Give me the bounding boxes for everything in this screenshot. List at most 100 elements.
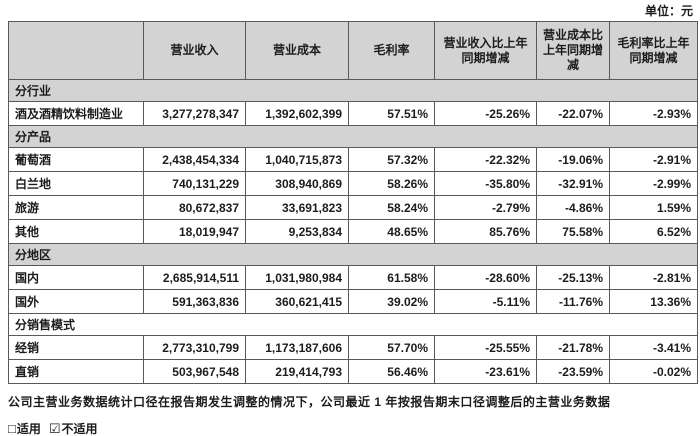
data-cell: 56.46%	[348, 359, 435, 384]
data-cell: 1.59%	[609, 195, 698, 220]
data-cell: 13.36%	[609, 289, 698, 314]
data-cell: -2.93%	[609, 101, 698, 126]
column-header: 营业成本	[245, 21, 349, 80]
unit-label: 单位：元	[644, 4, 693, 18]
not-applicable-label: 不适用	[61, 422, 98, 436]
data-cell: 57.51%	[348, 101, 435, 126]
table-row: 酒及酒精饮料制造业 3,277,278,347 1,392,602,399 57.51…	[8, 101, 698, 126]
not-applicable-option: ☑ 不适用	[49, 420, 98, 436]
data-cell: -19.06%	[536, 147, 610, 172]
column-header: 营业收入	[143, 21, 246, 80]
section-row: 分地区	[8, 243, 698, 266]
section-row: 分行业	[8, 79, 698, 102]
data-cell: 503,967,548	[143, 359, 246, 384]
section-row: 分销售模式	[8, 313, 698, 336]
section-row: 分产品	[8, 125, 698, 148]
data-cell: 9,253,834	[245, 219, 349, 244]
data-cell: 2,773,310,799	[143, 335, 246, 360]
main-business-table: 营业收入 营业成本 毛利率 营业收入比上年同期增减 营业成本比上年同期增减 毛利率比上年同…	[8, 21, 698, 384]
data-cell: -2.91%	[609, 147, 698, 172]
data-cell: 2,438,454,334	[143, 147, 246, 172]
column-header: 营业成本比上年同期增减	[536, 21, 610, 80]
data-cell: 360,621,415	[245, 289, 349, 314]
data-cell: 57.32%	[348, 147, 435, 172]
data-cell: 58.26%	[348, 171, 435, 196]
row-label: 其他	[8, 219, 144, 244]
data-cell: -5.11%	[434, 289, 537, 314]
row-label: 国内	[8, 265, 144, 290]
table-row: 经销 2,773,310,799 1,173,187,606 57.70% -25.55…	[8, 335, 698, 360]
data-cell: 18,019,947	[143, 219, 246, 244]
data-cell: -28.60%	[434, 265, 537, 290]
table-row: 旅游 80,672,837 33,691,823 58.24% -2.79% -4.86%…	[8, 195, 698, 220]
table-row: 直销 503,967,548 219,414,793 56.46% -23.61% -23…	[8, 359, 698, 384]
column-header: 毛利率	[348, 21, 435, 80]
section-label: 分行业	[8, 79, 698, 102]
row-label: 旅游	[8, 195, 144, 220]
data-cell: 591,363,836	[143, 289, 246, 314]
row-label: 葡萄酒	[8, 147, 144, 172]
table-row: 国内 2,685,914,511 1,031,980,984 61.58% -28.60…	[8, 265, 698, 290]
applicable-option: □ 适用	[8, 420, 41, 436]
data-cell: -25.13%	[536, 265, 610, 290]
column-header: 营业收入比上年同期增减	[434, 21, 537, 80]
data-cell: 1,392,602,399	[245, 101, 349, 126]
data-cell: 3,277,278,347	[143, 101, 246, 126]
data-cell: 33,691,823	[245, 195, 349, 220]
data-cell: 85.76%	[434, 219, 537, 244]
data-cell: 740,131,229	[143, 171, 246, 196]
data-cell: 80,672,837	[143, 195, 246, 220]
corner-cell	[8, 21, 144, 80]
data-cell: -4.86%	[536, 195, 610, 220]
table-row: 国外 591,363,836 360,621,415 39.02% -5.11% -11.…	[8, 289, 698, 314]
data-cell: 39.02%	[348, 289, 435, 314]
column-header: 毛利率比上年同期增减	[609, 21, 698, 80]
data-cell: 2,685,914,511	[143, 265, 246, 290]
data-cell: -25.26%	[434, 101, 537, 126]
data-cell: -22.32%	[434, 147, 537, 172]
footnote-text: 公司主营业务数据统计口径在报告期发生调整的情况下，公司最近 1 年按报告期末口径…	[8, 395, 611, 409]
applicable-label: 适用	[16, 422, 41, 436]
data-cell: -23.61%	[434, 359, 537, 384]
data-cell: 48.65%	[348, 219, 435, 244]
data-cell: -2.99%	[609, 171, 698, 196]
data-cell: -0.02%	[609, 359, 698, 384]
data-cell: -2.81%	[609, 265, 698, 290]
row-label: 直销	[8, 359, 144, 384]
data-cell: 57.70%	[348, 335, 435, 360]
table-row: 其他 18,019,947 9,253,834 48.65% 85.76% 75.58% 6…	[8, 219, 698, 244]
row-label: 白兰地	[8, 171, 144, 196]
checkbox-unchecked-icon: □	[8, 421, 16, 436]
data-cell: 1,173,187,606	[245, 335, 349, 360]
row-label: 经销	[8, 335, 144, 360]
data-cell: 75.58%	[536, 219, 610, 244]
data-cell: 6.52%	[609, 219, 698, 244]
data-cell: 1,040,715,873	[245, 147, 349, 172]
data-cell: 219,414,793	[245, 359, 349, 384]
data-cell: 58.24%	[348, 195, 435, 220]
data-cell: 61.58%	[348, 265, 435, 290]
data-cell: -25.55%	[434, 335, 537, 360]
data-cell: -11.76%	[536, 289, 610, 314]
data-cell: -22.07%	[536, 101, 610, 126]
header-row: 营业收入 营业成本 毛利率 营业收入比上年同期增减 营业成本比上年同期增减 毛利率比上年同…	[8, 21, 698, 80]
data-cell: -21.78%	[536, 335, 610, 360]
checkbox-checked-icon: ☑	[48, 420, 61, 436]
data-cell: -32.91%	[536, 171, 610, 196]
data-cell: -23.59%	[536, 359, 610, 384]
applicability-line: □ 适用 ☑ 不适用	[8, 420, 695, 436]
section-label: 分产品	[8, 125, 698, 148]
data-cell: -3.41%	[609, 335, 698, 360]
row-label: 酒及酒精饮料制造业	[8, 101, 144, 126]
data-cell: -2.79%	[434, 195, 537, 220]
data-cell: 308,940,869	[245, 171, 349, 196]
data-cell: 1,031,980,984	[245, 265, 349, 290]
row-label: 国外	[8, 289, 144, 314]
data-cell: -35.80%	[434, 171, 537, 196]
section-label: 分地区	[8, 243, 698, 266]
table-body: 分行业 酒及酒精饮料制造业 3,277,278,347 1,392,602,399 57…	[8, 79, 698, 384]
table-row: 白兰地 740,131,229 308,940,869 58.26% -35.80% -3…	[8, 171, 698, 196]
table-row: 葡萄酒 2,438,454,334 1,040,715,873 57.32% -22.3…	[8, 147, 698, 172]
section-label: 分销售模式	[8, 313, 698, 336]
